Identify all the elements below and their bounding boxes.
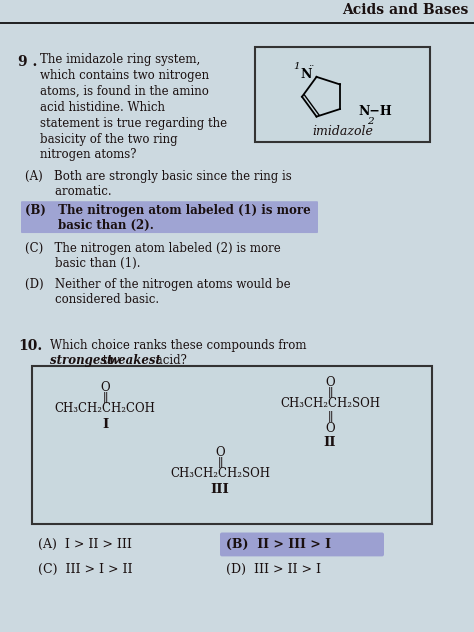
Text: (C)   The nitrogen atom labeled (2) is more: (C) The nitrogen atom labeled (2) is mor… — [25, 242, 281, 255]
Text: N: N — [301, 68, 312, 82]
Text: (C)  III > I > II: (C) III > I > II — [38, 563, 133, 576]
Text: CH₃CH₂CH₂SOH: CH₃CH₂CH₂SOH — [280, 397, 380, 410]
Text: ¨: ¨ — [309, 65, 314, 75]
Text: aromatic.: aromatic. — [25, 185, 111, 198]
Text: I: I — [102, 418, 108, 431]
FancyBboxPatch shape — [220, 533, 384, 556]
Text: ∥: ∥ — [217, 457, 223, 470]
Text: The imidazole ring system,: The imidazole ring system, — [40, 53, 200, 66]
Text: acid histidine. Which: acid histidine. Which — [40, 100, 165, 114]
Text: N−H: N−H — [358, 104, 392, 118]
Text: basicity of the two ring: basicity of the two ring — [40, 133, 178, 145]
Text: basic than (2).: basic than (2). — [25, 219, 154, 232]
Text: CH₃CH₂CH₂SOH: CH₃CH₂CH₂SOH — [170, 467, 270, 480]
Text: Which choice ranks these compounds from: Which choice ranks these compounds from — [50, 339, 307, 353]
Text: (A)  I > II > III: (A) I > II > III — [38, 537, 132, 550]
Text: (A)   Both are strongly basic since the ring is: (A) Both are strongly basic since the ri… — [25, 171, 292, 183]
Text: (D)  III > II > I: (D) III > II > I — [226, 563, 321, 576]
Text: which contains two nitrogen: which contains two nitrogen — [40, 69, 209, 82]
Text: 10.: 10. — [18, 339, 42, 353]
Text: CH₃CH₂CH₂COH: CH₃CH₂CH₂COH — [55, 402, 155, 415]
Text: imidazole: imidazole — [312, 125, 373, 138]
Text: ∥: ∥ — [102, 392, 108, 405]
Text: O: O — [100, 381, 110, 394]
Text: (B)  II > III > I: (B) II > III > I — [226, 537, 331, 550]
Text: (B)   The nitrogen atom labeled (1) is more: (B) The nitrogen atom labeled (1) is mor… — [25, 204, 311, 217]
Text: 9 .: 9 . — [18, 55, 37, 69]
Text: 2: 2 — [367, 118, 374, 126]
Text: strongest: strongest — [50, 355, 112, 367]
Text: O: O — [215, 446, 225, 459]
FancyBboxPatch shape — [21, 201, 318, 233]
Text: acid?: acid? — [152, 355, 187, 367]
Text: (D)   Neither of the nitrogen atoms would be: (D) Neither of the nitrogen atoms would … — [25, 278, 291, 291]
Text: considered basic.: considered basic. — [25, 293, 159, 306]
Text: 1: 1 — [293, 63, 300, 71]
Text: O: O — [325, 376, 335, 389]
Text: II: II — [324, 436, 336, 449]
Text: Acids and Bases: Acids and Bases — [342, 3, 468, 17]
Text: weakest: weakest — [109, 355, 162, 367]
Text: III: III — [210, 483, 229, 495]
Text: atoms, is found in the amino: atoms, is found in the amino — [40, 85, 209, 98]
Text: basic than (1).: basic than (1). — [25, 257, 140, 270]
Bar — [255, 47, 430, 142]
Text: statement is true regarding the: statement is true regarding the — [40, 117, 227, 130]
Text: to: to — [99, 355, 118, 367]
Text: ∥: ∥ — [328, 387, 333, 400]
Text: O: O — [325, 422, 335, 435]
Bar — [32, 367, 432, 523]
Text: ∥: ∥ — [328, 411, 333, 424]
Text: nitrogen atoms?: nitrogen atoms? — [40, 149, 137, 162]
